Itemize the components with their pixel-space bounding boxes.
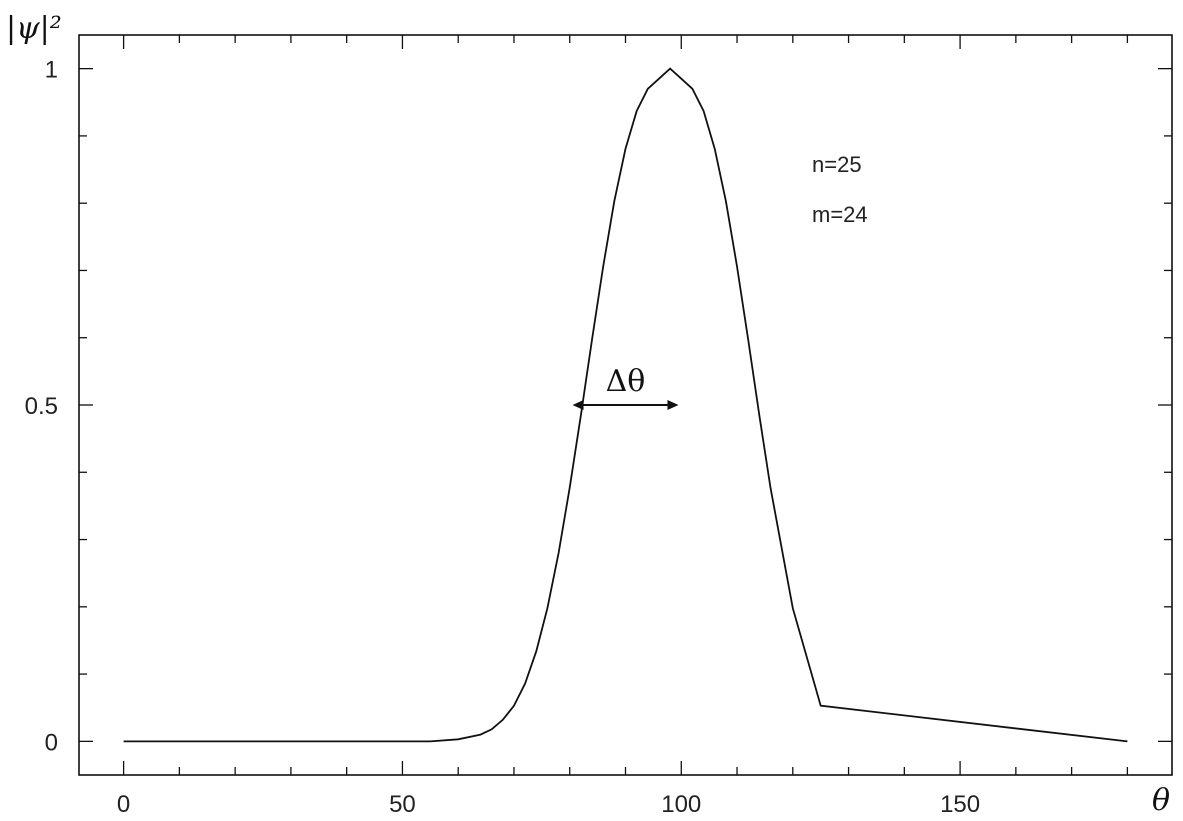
annotation-m: m=24	[812, 202, 868, 227]
x-tick-label: 100	[661, 791, 701, 818]
x-tick-label: 150	[940, 791, 980, 818]
y-tick-label: 1	[45, 57, 58, 84]
x-axis-label: θ	[1152, 783, 1170, 818]
width-arrow-left	[572, 400, 584, 410]
probability-density-curve	[123, 67, 1128, 743]
annotation-n: n=25	[812, 152, 862, 177]
x-tick-label: 50	[389, 791, 416, 818]
width-arrow-right	[667, 400, 679, 410]
y-axis-label: |ψ|²	[6, 11, 62, 46]
tick-labels: 0 50 100 150 0 0.5 1	[25, 57, 980, 818]
ticks	[79, 35, 1172, 775]
y-tick-label: 0.5	[25, 393, 58, 420]
width-marker-label: Δθ	[606, 364, 646, 399]
x-tick-label: 0	[117, 791, 130, 818]
width-marker: Δθ	[572, 364, 679, 410]
y-tick-label: 0	[45, 729, 58, 756]
